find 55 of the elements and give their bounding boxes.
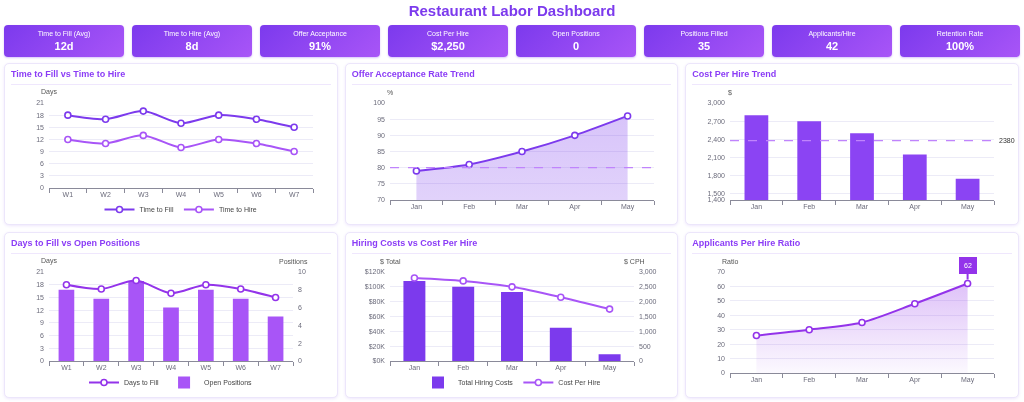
point — [139, 107, 148, 115]
point — [517, 147, 526, 156]
bar — [598, 354, 621, 361]
point — [911, 299, 919, 308]
bar — [549, 327, 572, 361]
point — [101, 115, 110, 123]
point — [858, 318, 867, 327]
bar — [403, 280, 426, 361]
point — [177, 143, 185, 152]
point — [236, 285, 245, 293]
point — [101, 139, 110, 148]
point — [459, 277, 467, 285]
point — [556, 293, 565, 302]
point — [507, 283, 516, 291]
point — [139, 131, 148, 140]
bar — [451, 286, 474, 361]
point — [132, 276, 140, 285]
point — [805, 325, 814, 334]
point — [252, 115, 261, 123]
text: Restaurant Labor Dashboard — [407, 2, 617, 20]
point — [465, 160, 473, 169]
point — [214, 111, 223, 119]
point — [202, 280, 210, 289]
point — [167, 289, 175, 297]
point — [605, 305, 614, 313]
bar — [267, 316, 284, 361]
bar — [500, 292, 523, 361]
point — [214, 135, 223, 144]
chart-title: Hiring Costs vs Cost Per Hire — [351, 233, 672, 254]
chart-title: Cost Per Hire Trend — [692, 64, 1012, 85]
chart-title: Days to Fill vs Open Positions — [11, 233, 331, 254]
point — [62, 280, 71, 289]
point — [412, 167, 420, 175]
point — [752, 331, 761, 340]
point — [252, 139, 261, 148]
bar — [93, 298, 110, 361]
point — [410, 274, 418, 282]
point — [64, 111, 72, 119]
chart-title: Time to Fill vs Time to Hire — [11, 64, 331, 85]
point — [97, 285, 106, 293]
bar — [198, 289, 214, 361]
point — [623, 112, 632, 120]
point — [271, 293, 280, 302]
bar — [163, 307, 179, 361]
bar — [58, 289, 75, 361]
point — [290, 147, 298, 156]
bar — [232, 298, 249, 361]
point — [290, 123, 298, 132]
point — [964, 279, 972, 288]
point — [64, 135, 72, 144]
point — [570, 131, 579, 140]
point — [177, 119, 185, 128]
bar — [128, 280, 144, 361]
chart-title: Offer Acceptance Rate Trend — [351, 64, 672, 85]
chart-title: Applicants Per Hire Ratio — [692, 233, 1012, 254]
